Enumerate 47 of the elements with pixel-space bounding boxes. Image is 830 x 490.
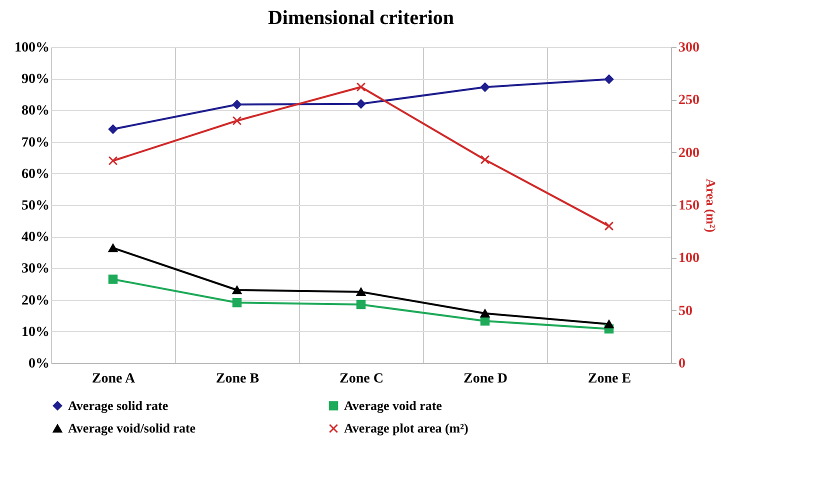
y2-tick-label: 250 [678, 93, 700, 108]
y-tick-label: 50% [22, 198, 50, 214]
chart-title: Dimensional criterion [268, 7, 454, 29]
point [108, 156, 118, 166]
y-tick-label: 10% [22, 324, 50, 340]
legend-label: Average void/solid rate [68, 420, 196, 436]
y-tick-label: 100% [14, 40, 50, 56]
y2-tick-label: 50 [678, 304, 692, 319]
y2-tick-label: 200 [678, 146, 700, 161]
x-tick-label: Zone A [92, 372, 136, 386]
point [356, 82, 366, 92]
y2-tick-label: 0 [678, 356, 686, 372]
y-tick-label: 30% [22, 262, 50, 277]
point [356, 288, 366, 296]
point [232, 298, 242, 308]
y-tick-label: 40% [22, 230, 50, 246]
point [108, 274, 118, 284]
point [356, 300, 366, 310]
point [604, 74, 614, 84]
y-tick-label: 80% [22, 104, 50, 119]
x-tick-label: Zone B [216, 372, 260, 386]
y-tick-label: 20% [22, 293, 50, 308]
point [232, 116, 242, 126]
y-tick-label: 0% [28, 356, 50, 372]
point [604, 221, 614, 231]
point [108, 124, 118, 134]
y-tick-label: 60% [22, 166, 50, 182]
point [480, 82, 490, 92]
point [356, 99, 366, 109]
legend-label: Average void rate [344, 398, 442, 413]
point [108, 244, 118, 252]
point [480, 309, 490, 318]
y2-tick-label: 150 [678, 198, 700, 214]
x-tick-label: Zone C [340, 372, 384, 386]
legend-label: Average solid rate [68, 398, 168, 413]
x-tick-label: Zone E [588, 372, 632, 386]
y-tick-label: 70% [22, 135, 50, 150]
y2-tick-label: 100 [678, 251, 700, 266]
y-tick-label: 90% [22, 72, 50, 88]
x-tick-label: Zone D [464, 372, 508, 386]
legend-label: Average plot area (m²) [344, 420, 468, 436]
point [604, 320, 614, 328]
point [232, 100, 242, 110]
point [480, 155, 490, 164]
point [232, 286, 242, 294]
y2-tick-label: 300 [678, 40, 700, 56]
y2-axis-title: Area (m²) [704, 178, 718, 232]
